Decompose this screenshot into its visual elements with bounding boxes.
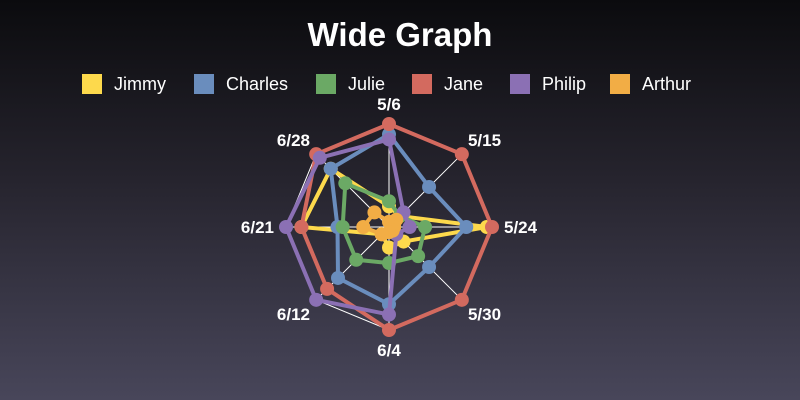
data-point-julie-0 bbox=[382, 194, 396, 209]
data-point-philip-6 bbox=[279, 220, 293, 234]
legend-label-jane: Jane bbox=[444, 74, 483, 94]
axis-label-3: 5/30 bbox=[468, 305, 501, 324]
legend-label-jimmy: Jimmy bbox=[114, 74, 166, 94]
data-point-charles-1 bbox=[422, 179, 437, 194]
axis-label-7: 6/28 bbox=[277, 131, 310, 150]
axis-label-6: 6/21 bbox=[241, 218, 274, 237]
data-point-arthur-6 bbox=[356, 220, 371, 234]
data-point-jane-1 bbox=[454, 147, 469, 162]
data-point-jane-0 bbox=[382, 117, 396, 131]
axis-label-0: 5/6 bbox=[377, 95, 401, 114]
axis-label-4: 6/4 bbox=[377, 341, 401, 360]
data-point-philip-7 bbox=[312, 150, 327, 165]
chart-title: Wide Graph bbox=[308, 16, 493, 53]
data-point-philip-0 bbox=[382, 132, 396, 147]
legend-swatch-julie bbox=[316, 74, 336, 94]
legend-swatch-charles bbox=[194, 74, 214, 94]
legend-swatch-jimmy bbox=[82, 74, 102, 94]
axis-label-1: 5/15 bbox=[468, 131, 501, 150]
data-point-jane-2 bbox=[485, 220, 499, 234]
legend-swatch-jane bbox=[412, 74, 432, 94]
legend-label-charles: Charles bbox=[226, 74, 288, 94]
data-point-charles-7 bbox=[323, 161, 338, 176]
data-point-jane-3 bbox=[454, 292, 469, 307]
legend-label-arthur: Arthur bbox=[642, 74, 691, 94]
data-point-charles-5 bbox=[331, 270, 346, 285]
data-point-julie-6 bbox=[335, 220, 350, 234]
data-point-julie-3 bbox=[411, 249, 426, 264]
data-point-philip-5 bbox=[309, 292, 324, 307]
data-point-julie-2 bbox=[418, 220, 433, 234]
data-point-arthur-5 bbox=[374, 227, 389, 242]
data-point-charles-3 bbox=[422, 260, 437, 275]
data-point-julie-5 bbox=[349, 252, 364, 267]
data-point-charles-2 bbox=[459, 220, 474, 234]
axis-label-5: 6/12 bbox=[277, 305, 310, 324]
data-point-jane-6 bbox=[294, 220, 309, 234]
data-point-arthur-7 bbox=[367, 205, 382, 220]
series-arthur bbox=[356, 205, 404, 242]
series-layer bbox=[279, 117, 499, 337]
legend-swatch-arthur bbox=[610, 74, 630, 94]
legend: Jimmy Charles Julie Jane Philip Arthur bbox=[82, 74, 691, 94]
data-point-jane-4 bbox=[382, 323, 396, 337]
data-point-philip-2 bbox=[402, 220, 417, 234]
axis-label-2: 5/24 bbox=[504, 218, 538, 237]
axis-labels: 5/6 5/15 5/24 5/30 6/4 6/12 6/21 6/28 bbox=[241, 95, 538, 360]
legend-swatch-philip bbox=[510, 74, 530, 94]
legend-label-philip: Philip bbox=[542, 74, 586, 94]
data-point-jimmy-4 bbox=[382, 240, 396, 255]
data-point-julie-7 bbox=[338, 176, 353, 191]
legend-label-julie: Julie bbox=[348, 74, 385, 94]
data-point-jane-5 bbox=[320, 281, 335, 296]
data-point-philip-4 bbox=[382, 307, 396, 322]
